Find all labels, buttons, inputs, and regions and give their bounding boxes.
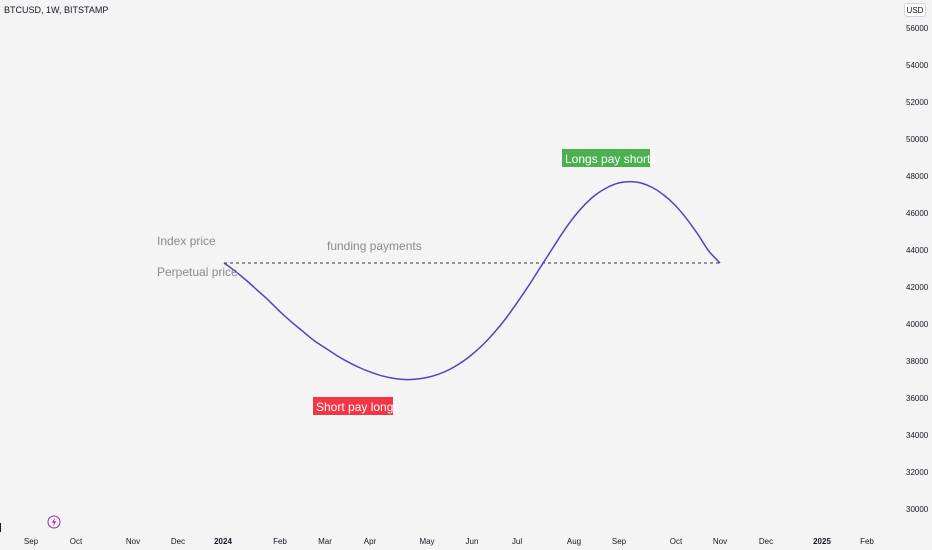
x-tick-label: Aug bbox=[567, 537, 581, 546]
scroll-marker bbox=[0, 523, 1, 532]
y-tick-label: 30000 bbox=[906, 505, 929, 514]
y-tick-label: 56000 bbox=[906, 24, 929, 33]
x-tick-label: Jun bbox=[466, 537, 479, 546]
y-tick-label: 52000 bbox=[906, 98, 929, 107]
y-axis: 30000 32000 34000 36000 38000 40000 42000 44000… bbox=[906, 24, 929, 514]
y-tick-label: 46000 bbox=[906, 209, 929, 218]
y-tick-label: 42000 bbox=[906, 283, 929, 292]
short-pay-longs-box bbox=[313, 397, 393, 415]
x-tick-label: Dec bbox=[759, 537, 773, 546]
flash-icon[interactable] bbox=[47, 515, 61, 529]
currency-button[interactable]: USD bbox=[904, 3, 926, 17]
x-tick-label: Oct bbox=[670, 537, 683, 546]
y-tick-label: 34000 bbox=[906, 431, 929, 440]
x-tick-label: May bbox=[419, 537, 434, 546]
index-price-label: Index price bbox=[157, 234, 216, 248]
x-tick-label: Jul bbox=[512, 537, 522, 546]
x-tick-label: 2025 bbox=[813, 537, 831, 546]
x-tick-label: Apr bbox=[364, 537, 377, 546]
x-axis: Sep Oct Nov Dec 2024 Feb Mar Apr May Jun Jul Aug Sep… bbox=[24, 537, 875, 546]
y-tick-label: 38000 bbox=[906, 357, 929, 366]
x-tick-label: Feb bbox=[273, 537, 287, 546]
y-tick-label: 36000 bbox=[906, 394, 929, 403]
x-tick-label: Dec bbox=[171, 537, 185, 546]
x-tick-label: Mar bbox=[318, 537, 332, 546]
y-tick-label: 44000 bbox=[906, 246, 929, 255]
x-tick-label: Sep bbox=[24, 537, 39, 546]
symbol-title: BTCUSD, 1W, BITSTAMP bbox=[4, 5, 109, 15]
x-tick-label: Feb bbox=[860, 537, 874, 546]
y-tick-label: 48000 bbox=[906, 172, 929, 181]
y-tick-label: 40000 bbox=[906, 320, 929, 329]
annotations: Index price Perpetual price funding paym… bbox=[157, 149, 656, 415]
perpetual-price-label: Perpetual price bbox=[157, 265, 238, 279]
x-tick-label: 2024 bbox=[214, 537, 232, 546]
y-tick-label: 54000 bbox=[906, 61, 929, 70]
x-tick-label: Nov bbox=[713, 537, 727, 546]
y-tick-label: 50000 bbox=[906, 135, 929, 144]
y-tick-label: 32000 bbox=[906, 468, 929, 477]
longs-pay-shorts-label: Longs pay shorts bbox=[565, 152, 656, 166]
perpetual-price-curve bbox=[223, 180, 721, 381]
x-tick-label: Sep bbox=[612, 537, 627, 546]
short-pay-longs-label: Short pay longs bbox=[316, 400, 399, 414]
funding-payments-label: funding payments bbox=[327, 239, 422, 253]
x-tick-label: Oct bbox=[70, 537, 83, 546]
longs-pay-shorts-box bbox=[562, 149, 650, 167]
x-tick-label: Nov bbox=[126, 537, 140, 546]
